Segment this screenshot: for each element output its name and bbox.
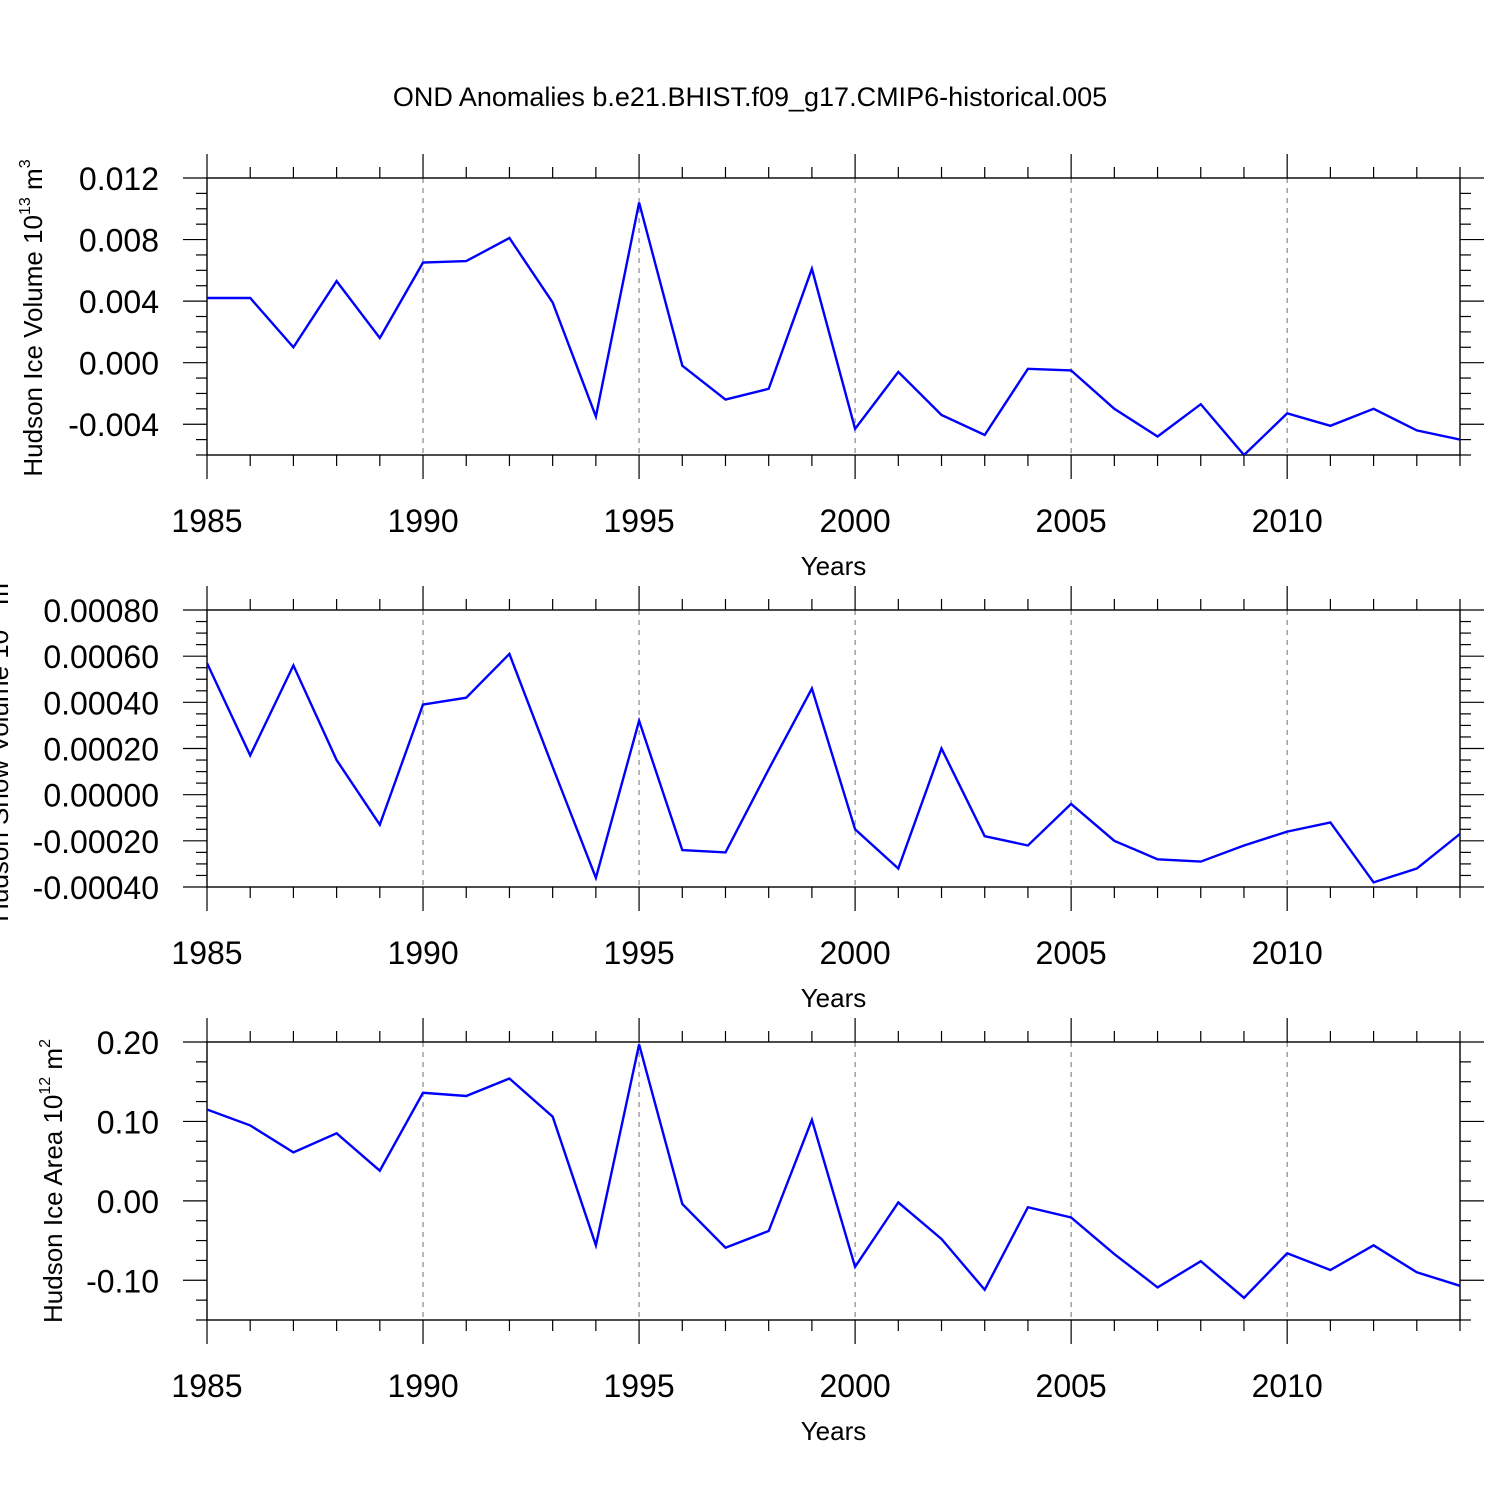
y-tick-label: 0.000 xyxy=(79,346,159,382)
x-tick-label: 2010 xyxy=(1252,935,1323,971)
y-tick-label: 0.012 xyxy=(79,161,159,197)
y-tick-label: 0.00020 xyxy=(43,732,159,768)
plot-frame xyxy=(206,1041,1461,1321)
y-tick-label: 0.00060 xyxy=(43,639,159,675)
x-tick-label: 1985 xyxy=(171,1368,242,1404)
x-tick-label: 2000 xyxy=(820,503,891,539)
y-tick-label: 0.00 xyxy=(97,1184,159,1220)
plot-frame xyxy=(206,609,1461,888)
y-tick-label: 0.00000 xyxy=(43,778,159,814)
series-line xyxy=(207,651,1460,884)
x-tick-label: 1995 xyxy=(603,1368,674,1404)
chart-title: OND Anomalies b.e21.BHIST.f09_g17.CMIP6-… xyxy=(393,82,1107,112)
y-tick-label: -0.10 xyxy=(86,1263,159,1299)
x-tick-label: 1990 xyxy=(387,1368,458,1404)
x-tick-label: 2010 xyxy=(1252,503,1323,539)
y-tick-label: 0.00040 xyxy=(43,685,159,721)
panel-ice-area: 0.20 0.10 0.00 -0.10 1985 1990 1995 2000 2005 201… xyxy=(37,1018,1484,1446)
x-tick-label: 1985 xyxy=(171,935,242,971)
y-tick-label: 0.00080 xyxy=(43,593,159,629)
x-tick-label: 2005 xyxy=(1036,1368,1107,1404)
y-axis-label: Hudson Snow Volume 1013 m3 xyxy=(0,574,14,922)
y-tick-label: 0.008 xyxy=(79,223,159,259)
y-axis-label: Hudson Ice Area 1012 m2 xyxy=(37,1039,68,1323)
x-tick-label: 2005 xyxy=(1036,935,1107,971)
y-tick-label: 0.20 xyxy=(97,1025,159,1061)
x-tick-label: 1990 xyxy=(387,503,458,539)
y-tick-label: -0.004 xyxy=(68,407,159,443)
x-axis-label: Years xyxy=(801,983,867,1013)
y-tick-label: 0.10 xyxy=(97,1104,159,1140)
panel-ice-volume: 0.012 0.008 0.004 0.000 -0.004 1985 1990 1995 20… xyxy=(17,154,1484,581)
y-tick-label: -0.00040 xyxy=(33,870,159,906)
y-tick-label: 0.004 xyxy=(79,284,159,320)
panel-snow-volume: 0.00080 0.00060 0.00040 0.00020 0.00000 -0.00… xyxy=(0,574,1484,1013)
y-axis-label: Hudson Ice Volume 1013 m3 xyxy=(17,159,48,476)
x-tick-label: 1995 xyxy=(603,503,674,539)
y-tick-label: -0.00020 xyxy=(33,824,159,860)
x-tick-label: 1995 xyxy=(603,935,674,971)
x-tick-label: 1990 xyxy=(387,935,458,971)
series-line xyxy=(207,1044,1460,1300)
x-tick-label: 1985 xyxy=(171,503,242,539)
x-tick-label: 2000 xyxy=(820,935,891,971)
x-tick-label: 2010 xyxy=(1252,1368,1323,1404)
x-axis-label: Years xyxy=(801,1416,867,1446)
x-tick-label: 2005 xyxy=(1036,503,1107,539)
plot-frame xyxy=(206,177,1461,456)
series-line xyxy=(207,202,1460,455)
x-tick-label: 2000 xyxy=(820,1368,891,1404)
x-axis-label: Years xyxy=(801,551,867,581)
